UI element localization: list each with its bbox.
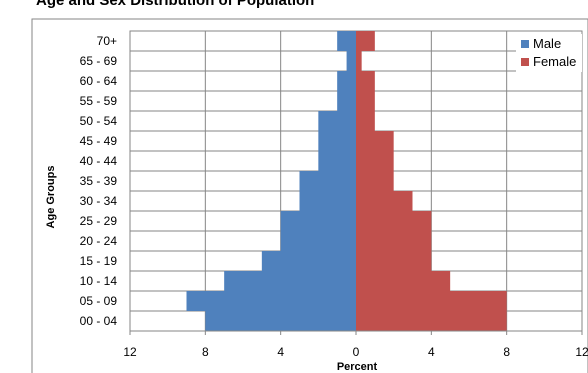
bar-male	[299, 191, 356, 211]
y-tick-label: 30 - 34	[80, 194, 118, 208]
bar-female	[356, 31, 375, 51]
bar-female	[356, 51, 362, 71]
bar-male	[261, 251, 356, 271]
y-tick-label: 25 - 29	[80, 214, 118, 228]
y-axis-title: Age Groups	[45, 166, 57, 229]
x-axis-title: Percent	[337, 361, 378, 373]
bar-male	[224, 271, 356, 291]
bar-female	[356, 111, 375, 131]
bar-female	[356, 131, 394, 151]
bar-male	[186, 291, 356, 311]
bar-female	[356, 151, 394, 171]
bar-female	[356, 291, 507, 311]
bar-male	[337, 71, 356, 91]
y-tick-label: 35 - 39	[80, 174, 118, 188]
bar-female	[356, 171, 394, 191]
bar-male	[318, 111, 356, 131]
y-tick-label: 40 - 44	[80, 154, 118, 168]
y-tick-label: 65 - 69	[80, 54, 118, 68]
bar-female	[356, 251, 432, 271]
bar-male	[280, 211, 356, 231]
y-tick-label: 05 - 09	[80, 294, 118, 308]
bar-female	[356, 211, 432, 231]
bar-male	[280, 231, 356, 251]
y-tick-label: 10 - 14	[80, 274, 118, 288]
x-tick-label: 4	[277, 345, 284, 359]
legend-label-male: Male	[533, 36, 561, 51]
bar-female	[356, 271, 451, 291]
chart-title: Age and Sex Distribution of Population	[36, 0, 314, 9]
y-tick-label: 70+	[97, 34, 117, 48]
y-tick-label: 15 - 19	[80, 254, 118, 268]
bar-female	[356, 311, 507, 331]
legend-swatch-male	[521, 40, 529, 48]
bar-male	[337, 91, 356, 111]
legend-label-female: Female	[533, 54, 576, 69]
x-tick-label: 4	[428, 345, 435, 359]
bar-female	[356, 191, 413, 211]
bar-female	[356, 91, 375, 111]
bar-male	[299, 171, 356, 191]
y-tick-label: 60 - 64	[80, 74, 118, 88]
bars	[186, 31, 507, 331]
x-tick-label: 12	[123, 345, 137, 359]
y-tick-label: 20 - 24	[80, 234, 118, 248]
bar-male	[318, 151, 356, 171]
bar-male	[318, 131, 356, 151]
bar-female	[356, 71, 375, 91]
x-tick-label: 12	[575, 345, 588, 359]
y-tick-label: 00 - 04	[80, 314, 118, 328]
bar-male	[205, 311, 356, 331]
y-tick-labels: 00 - 04 05 - 09 10 - 14 15 - 19 20 - 24 25 - …	[80, 34, 118, 328]
x-tick-label: 8	[202, 345, 209, 359]
y-tick-label: 45 - 49	[80, 134, 118, 148]
y-tick-label: 55 - 59	[80, 94, 118, 108]
x-tick-label: 8	[503, 345, 510, 359]
x-tick-label: 0	[353, 345, 360, 359]
legend-swatch-female	[521, 58, 529, 66]
bar-male	[337, 31, 356, 51]
bar-female	[356, 231, 432, 251]
x-tick-labels: 12 8 4 0 4 8 12	[123, 331, 588, 359]
bar-male	[346, 51, 356, 71]
y-tick-label: 50 - 54	[80, 114, 118, 128]
